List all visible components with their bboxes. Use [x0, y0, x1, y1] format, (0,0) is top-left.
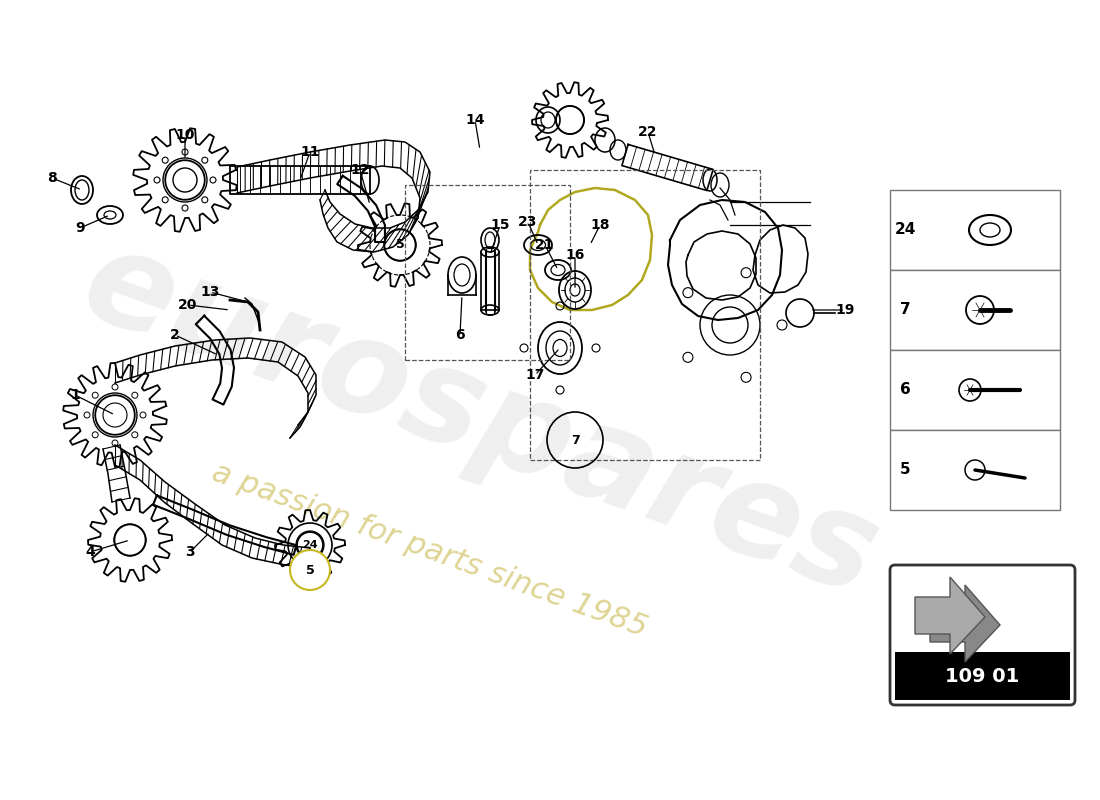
Text: 21: 21 — [536, 238, 554, 252]
Circle shape — [290, 550, 330, 590]
Text: 8: 8 — [47, 171, 57, 185]
Text: 109 01: 109 01 — [945, 666, 1019, 686]
FancyBboxPatch shape — [895, 652, 1070, 700]
Text: 15: 15 — [491, 218, 509, 232]
Text: 7: 7 — [900, 302, 911, 318]
Text: 2: 2 — [170, 328, 180, 342]
FancyBboxPatch shape — [890, 430, 1060, 510]
Text: 5: 5 — [306, 563, 315, 577]
Text: 20: 20 — [178, 298, 198, 312]
Text: 16: 16 — [565, 248, 585, 262]
Text: 5: 5 — [900, 462, 911, 478]
Text: 19: 19 — [835, 303, 855, 317]
Text: 11: 11 — [300, 145, 320, 159]
Text: 18: 18 — [591, 218, 609, 232]
Text: 3: 3 — [185, 545, 195, 559]
Text: 7: 7 — [571, 434, 580, 446]
Text: 5: 5 — [396, 238, 405, 251]
Text: 6: 6 — [900, 382, 911, 398]
FancyBboxPatch shape — [890, 270, 1060, 350]
FancyBboxPatch shape — [890, 190, 1060, 270]
Text: 23: 23 — [518, 215, 538, 229]
Text: 13: 13 — [200, 285, 220, 299]
FancyBboxPatch shape — [890, 565, 1075, 705]
Text: 1: 1 — [70, 388, 80, 402]
Polygon shape — [915, 577, 984, 654]
Polygon shape — [930, 585, 1000, 662]
Text: 10: 10 — [175, 128, 195, 142]
Text: a passion for parts since 1985: a passion for parts since 1985 — [208, 458, 651, 642]
Text: 24: 24 — [302, 540, 318, 550]
Text: 14: 14 — [465, 113, 485, 127]
Text: 6: 6 — [455, 328, 465, 342]
Text: 12: 12 — [350, 163, 370, 177]
Text: 17: 17 — [526, 368, 544, 382]
Text: eurospares: eurospares — [66, 218, 894, 622]
Text: 4: 4 — [85, 545, 95, 559]
Text: 22: 22 — [638, 125, 658, 139]
FancyBboxPatch shape — [890, 350, 1060, 430]
Text: 9: 9 — [75, 221, 85, 235]
Text: 24: 24 — [894, 222, 915, 238]
